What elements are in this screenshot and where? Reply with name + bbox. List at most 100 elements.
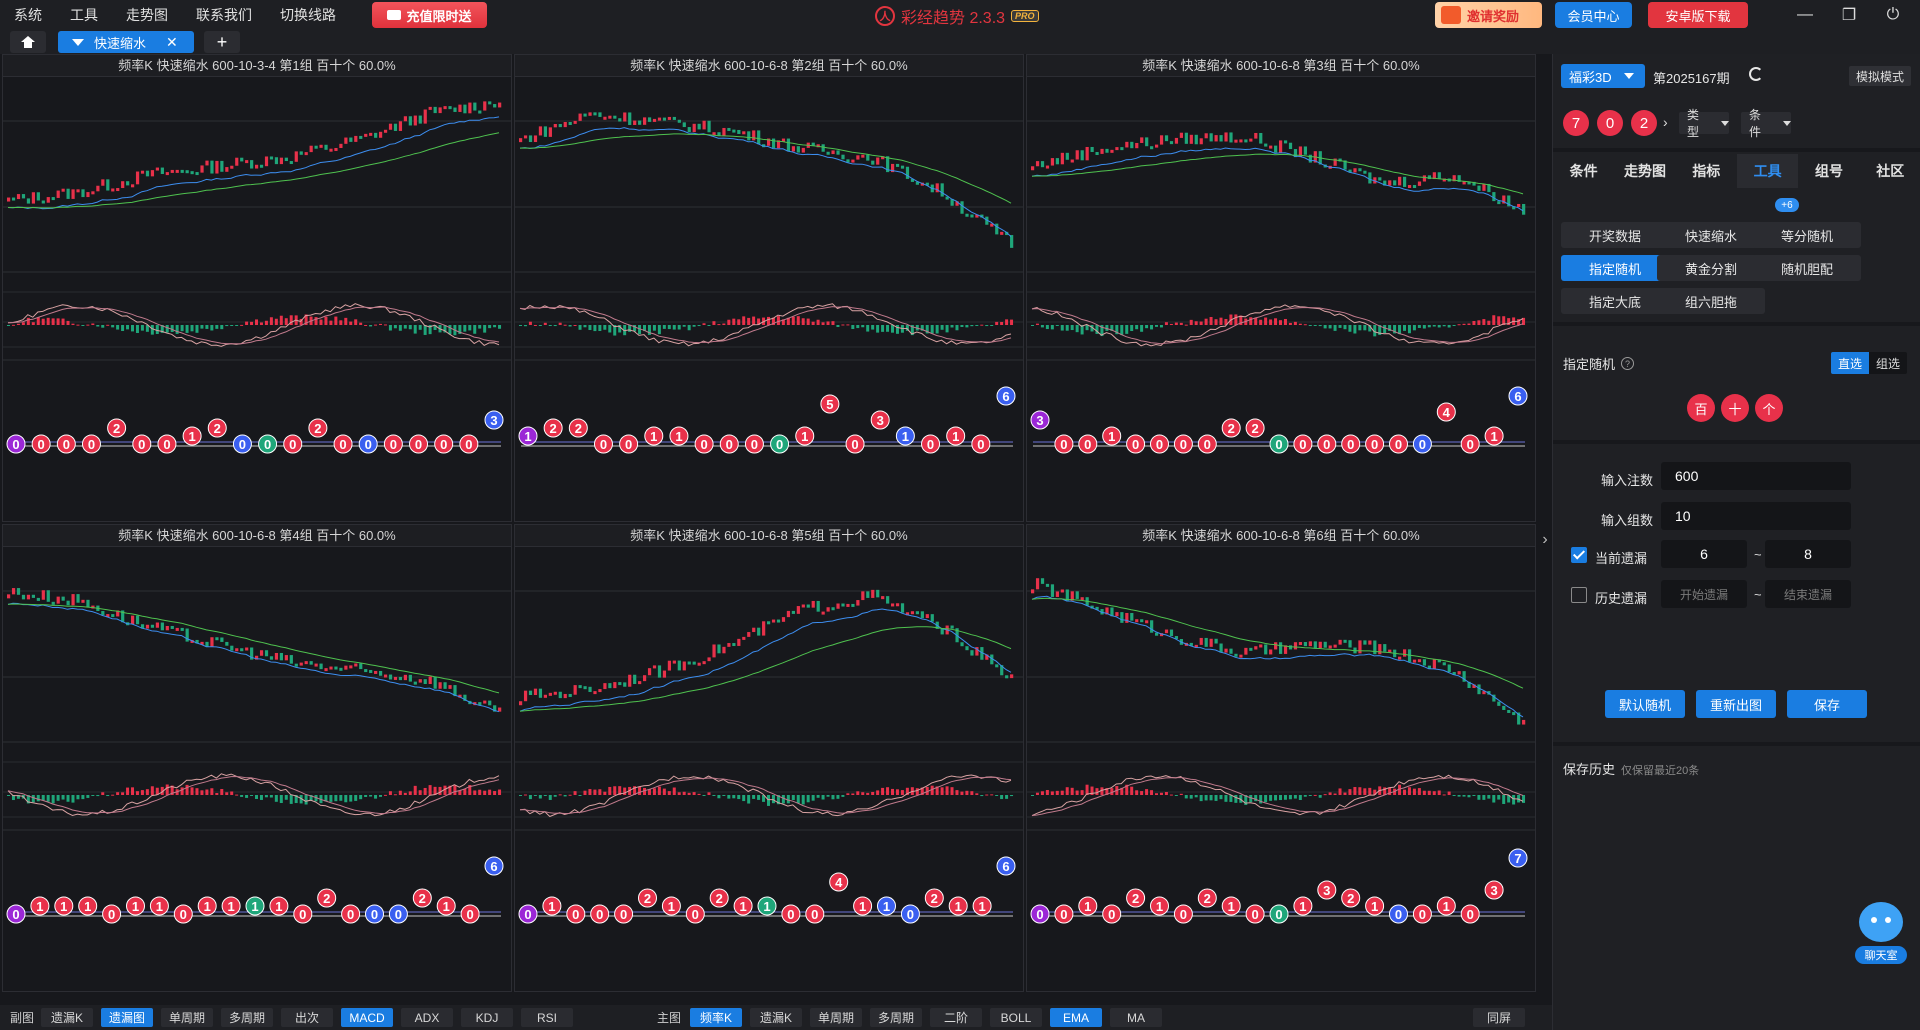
omit-ball: 0: [971, 434, 991, 454]
sync-screen-button[interactable]: 同屏: [1473, 1008, 1525, 1027]
tab-indicators[interactable]: 指标: [1692, 163, 1721, 179]
type-select[interactable]: 类型: [1679, 108, 1729, 139]
close-icon[interactable]: ✕: [166, 33, 178, 50]
omit-ball-label: 0: [12, 907, 19, 922]
sub-btn-kdj[interactable]: KDJ: [461, 1008, 513, 1027]
current-omit-checkbox[interactable]: [1571, 547, 1587, 563]
minimize-icon[interactable]: —: [1797, 6, 1813, 23]
main-btn-boll[interactable]: BOLL: [990, 1008, 1042, 1027]
sub-btn-single-cycle[interactable]: 单周期: [161, 1008, 213, 1027]
next-period-icon[interactable]: ›: [1663, 114, 1668, 130]
recharge-button[interactable]: 充值限时送: [372, 2, 487, 28]
mode-direct-button[interactable]: 直选: [1831, 352, 1869, 374]
omit-ball-label: 0: [851, 437, 858, 452]
tool-draw-data[interactable]: 开奖数据: [1561, 222, 1669, 248]
history-omit-checkbox[interactable]: [1571, 587, 1587, 603]
candle: [826, 607, 830, 612]
candle: [235, 648, 239, 652]
candle: [379, 670, 383, 676]
candle: [950, 625, 954, 629]
tool-equal-random[interactable]: 等分随机: [1753, 222, 1861, 248]
sub-btn-rsi[interactable]: RSI: [521, 1008, 573, 1027]
current-omit-from-input[interactable]: 6: [1661, 540, 1747, 568]
macd-bar: [96, 325, 100, 327]
save-button[interactable]: 保存: [1787, 690, 1867, 718]
redraw-button[interactable]: 重新出图: [1696, 690, 1776, 718]
power-icon[interactable]: ⏻: [1886, 6, 1900, 23]
tab-tools[interactable]: 工具: [1736, 154, 1799, 188]
main-btn-omit-k[interactable]: 遗漏K: [750, 1008, 802, 1027]
omit-ball-label: 1: [84, 899, 91, 914]
member-center-button[interactable]: 会员中心: [1555, 2, 1632, 28]
tool-group6-drag[interactable]: 组六胆拖: [1657, 288, 1765, 314]
invite-reward-button[interactable]: 邀请奖励: [1435, 2, 1542, 28]
macd-bar: [558, 794, 562, 796]
lottery-select[interactable]: 福彩3D: [1561, 64, 1645, 88]
refresh-icon[interactable]: [1749, 67, 1763, 81]
menu-trend-chart[interactable]: 走势图: [126, 7, 168, 23]
candle: [190, 639, 194, 643]
candle: [1045, 583, 1050, 587]
main-btn-single-cycle[interactable]: 单周期: [810, 1008, 862, 1027]
digit-ones-button[interactable]: 个: [1755, 394, 1783, 422]
digit-tens-button[interactable]: 十: [1721, 394, 1749, 422]
omit-ball-label: 0: [180, 907, 187, 922]
macd-bar: [81, 325, 85, 326]
omit-ball-label: 0: [1036, 907, 1043, 922]
sub-btn-macd[interactable]: MACD: [341, 1008, 393, 1027]
main-btn-second-order[interactable]: 二阶: [930, 1008, 982, 1027]
sub-btn-adx[interactable]: ADX: [401, 1008, 453, 1027]
group-count-input[interactable]: 10: [1661, 502, 1851, 530]
add-tab-button[interactable]: +: [204, 31, 240, 53]
mode-group-button[interactable]: 组选: [1869, 352, 1907, 374]
sub-btn-omit-k[interactable]: 遗漏K: [41, 1008, 93, 1027]
sub-btn-omit-chart[interactable]: 遗漏图: [101, 1008, 153, 1027]
current-omit-to-input[interactable]: 8: [1765, 540, 1851, 568]
main-btn-ma[interactable]: MA: [1110, 1008, 1162, 1027]
omit-ball: 1: [877, 896, 896, 916]
menu-switch-line[interactable]: 切换线路: [280, 7, 336, 23]
menu-system[interactable]: 系统: [14, 7, 42, 23]
omit-ball-circle: [6, 434, 26, 454]
tool-quick-shrink[interactable]: 快速缩水: [1657, 222, 1765, 248]
sub-btn-multi-cycle[interactable]: 多周期: [221, 1008, 273, 1027]
chevron-right-icon[interactable]: ›: [1542, 531, 1548, 548]
home-tab[interactable]: [10, 31, 46, 53]
tab-conditions[interactable]: 条件: [1569, 163, 1598, 179]
macd-bar: [985, 794, 989, 796]
tool-specified-random[interactable]: 指定随机: [1561, 255, 1669, 281]
menu-contact[interactable]: 联系我们: [196, 7, 252, 23]
restore-icon[interactable]: ❐: [1841, 7, 1857, 24]
tab-community[interactable]: 社区: [1876, 163, 1905, 179]
tab-quick-shrink[interactable]: 快速缩水 ✕: [58, 31, 194, 53]
tool-golden-split[interactable]: 黄金分割: [1657, 255, 1765, 281]
sub-btn-occurrence[interactable]: 出次: [281, 1008, 333, 1027]
tab-group-number[interactable]: 组号: [1814, 163, 1843, 179]
digit-hundreds-button[interactable]: 百: [1687, 394, 1715, 422]
tool-specified-base[interactable]: 指定大底: [1561, 288, 1669, 314]
macd-bar: [369, 325, 373, 327]
main-btn-ema[interactable]: EMA: [1050, 1008, 1102, 1027]
android-download-button[interactable]: 安卓版下载: [1648, 2, 1748, 28]
sim-mode-button[interactable]: 模拟模式: [1849, 66, 1911, 86]
candle: [1373, 177, 1377, 184]
chat-room-button[interactable]: 聊天室: [1853, 902, 1909, 972]
bet-count-input[interactable]: 600: [1661, 462, 1851, 490]
menu-tools[interactable]: 工具: [70, 7, 98, 23]
main-btn-multi-cycle[interactable]: 多周期: [870, 1008, 922, 1027]
history-omit-from-input[interactable]: 开始遗漏: [1661, 580, 1747, 608]
help-icon[interactable]: ?: [1621, 357, 1635, 370]
default-random-button[interactable]: 默认随机: [1605, 690, 1685, 718]
tool-random-banker[interactable]: 随机胆配: [1753, 255, 1861, 281]
main-btn-freq-k[interactable]: 频率K: [690, 1008, 742, 1027]
condition-select[interactable]: 条件: [1741, 108, 1791, 139]
omit-ball: 0: [685, 904, 705, 924]
tab-trend[interactable]: 走势图: [1623, 163, 1666, 179]
history-omit-to-input[interactable]: 结束遗漏: [1765, 580, 1851, 608]
